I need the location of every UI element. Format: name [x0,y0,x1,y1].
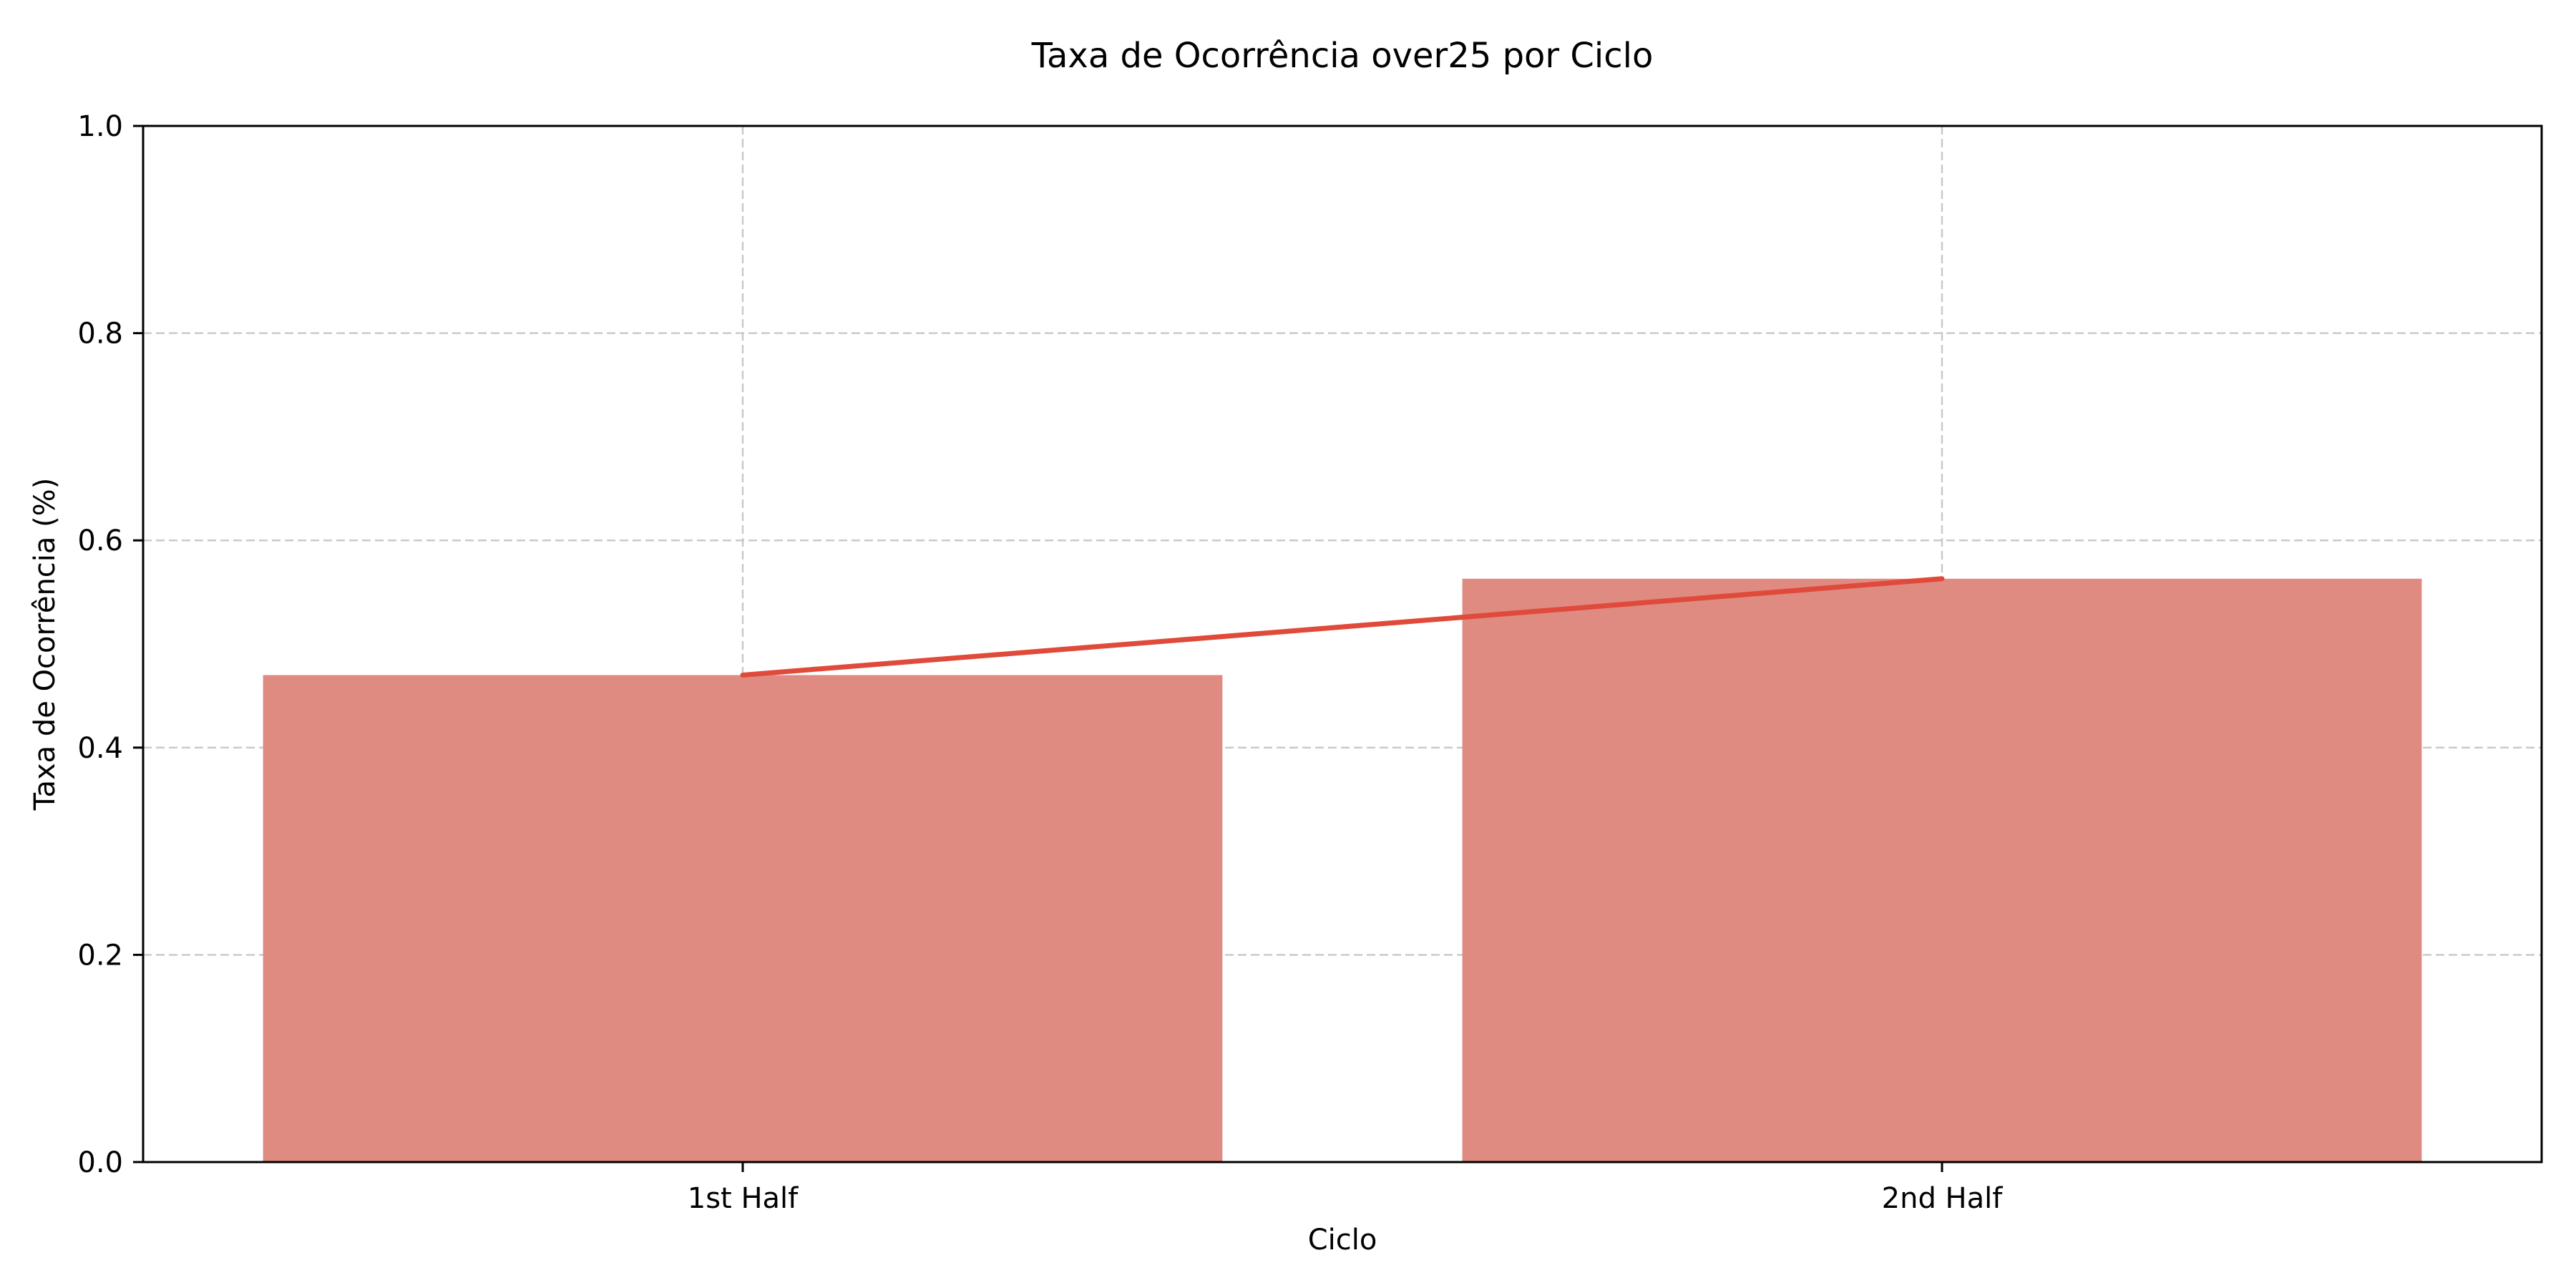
y-tick-label: 0.8 [77,318,123,351]
label-layer: Taxa de Ocorrência over25 por Ciclo Cicl… [29,36,1653,1257]
x-tick-label: 1st Half [688,1182,799,1215]
y-tick-label: 0.4 [77,732,123,765]
line-layer [740,576,1945,678]
trend-line [740,576,1945,678]
y-tick-label: 0.6 [77,525,123,557]
y-tick-label: 1.0 [77,110,123,143]
y-tick-label: 0.2 [77,939,123,972]
bar-layer [263,578,2422,1162]
axis-layer: 0.0 0.2 0.4 0.6 0.8 1.0 1st Half 2nd Half [77,110,2543,1215]
chart-title: Taxa de Ocorrência over25 por Ciclo [1031,36,1654,76]
plot-frame [142,125,2543,1163]
y-axis-label: Taxa de Ocorrência (%) [29,478,62,811]
bar-2 [1462,578,2422,1162]
x-axis-label: Ciclo [1308,1224,1377,1257]
x-tick-label: 2nd Half [1882,1182,2004,1215]
y-tick-label: 0.0 [77,1146,123,1179]
bar-1 [263,675,1223,1162]
